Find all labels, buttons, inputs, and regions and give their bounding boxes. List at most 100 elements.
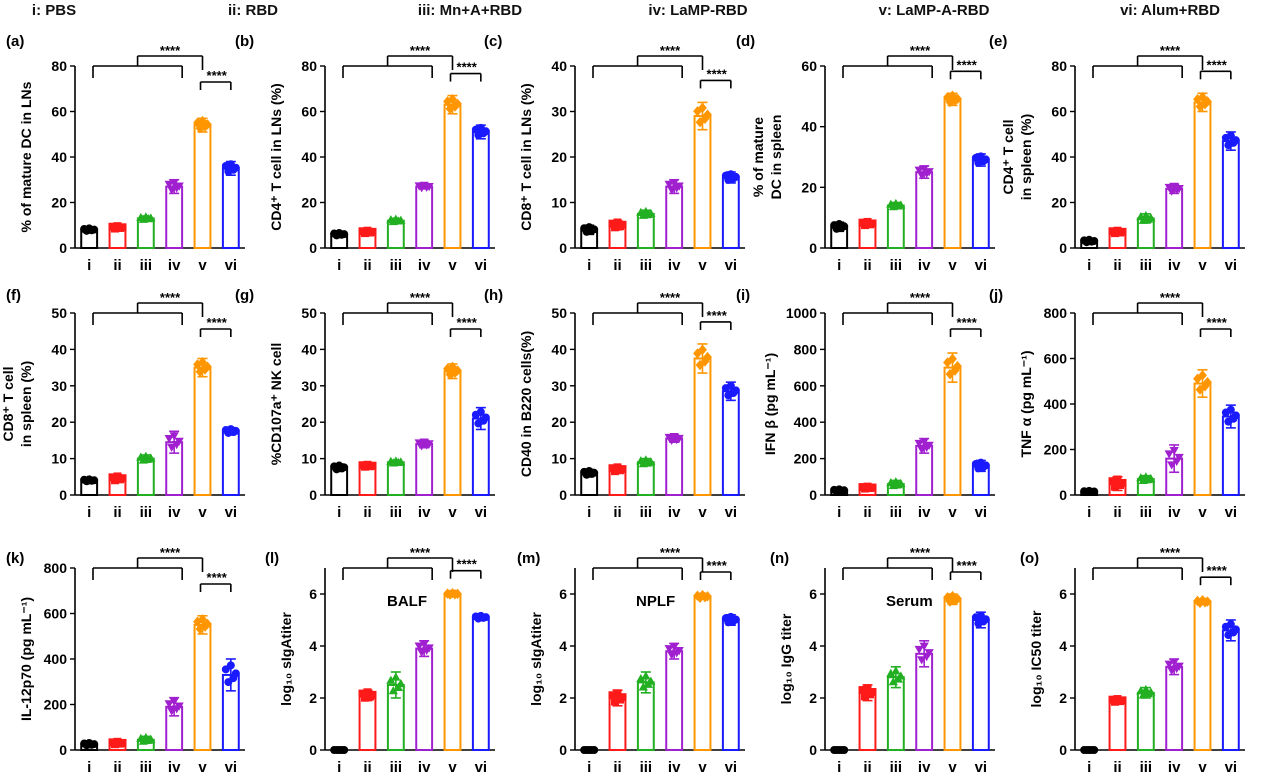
data-point — [1174, 453, 1184, 463]
y-tick-label: 200 — [1044, 442, 1068, 458]
y-tick-label: 0 — [559, 240, 567, 256]
data-point — [481, 127, 490, 136]
bar-vi — [471, 616, 490, 752]
y-axis-label: CD8⁺ T cell in LNs (%) — [518, 83, 534, 230]
data-point — [1164, 660, 1174, 669]
y-axis-label: CD40 in B220 cells(%) — [518, 331, 534, 477]
data-point — [164, 434, 174, 444]
data-point — [896, 478, 906, 488]
data-point — [861, 692, 870, 701]
bar-iv — [415, 185, 434, 249]
significance-bracket: **** — [842, 290, 954, 325]
data-point — [424, 644, 434, 653]
panel-label: (b) — [235, 33, 254, 50]
x-tick-label: i — [337, 504, 341, 521]
data-point — [1169, 447, 1179, 456]
bar-vi — [971, 619, 990, 751]
data-point — [667, 651, 677, 660]
data-point — [1203, 96, 1212, 107]
data-point — [646, 208, 656, 217]
y-tick-label: 20 — [301, 195, 317, 211]
data-point — [1118, 478, 1127, 487]
data-point — [667, 186, 677, 195]
data-point — [674, 434, 684, 444]
y-tick-label: 0 — [559, 742, 567, 758]
x-tick-label: vi — [975, 759, 988, 775]
data-point — [618, 220, 627, 229]
data-point — [664, 180, 674, 189]
significance-label: **** — [910, 290, 931, 305]
data-point — [90, 740, 99, 749]
y-tick-label: 80 — [51, 58, 67, 74]
x-tick-label: iii — [140, 504, 153, 521]
data-point — [231, 163, 240, 172]
data-point — [917, 445, 927, 454]
significance-label: **** — [160, 43, 181, 58]
y-axis-label: in spleen (%) — [18, 361, 34, 447]
data-point — [396, 215, 406, 224]
significance-bracket: **** — [842, 43, 954, 78]
data-point — [1226, 405, 1235, 414]
y-tick-label: 30 — [551, 104, 567, 120]
x-tick-label: iii — [890, 759, 903, 775]
x-tick-label: v — [448, 504, 457, 521]
y-tick-label: 800 — [44, 560, 68, 576]
panel-label: (e) — [989, 33, 1007, 50]
significance-bracket-small: **** — [1199, 563, 1232, 586]
x-tick-label: i — [837, 504, 841, 521]
bar-iv — [665, 185, 684, 249]
x-tick-label: v — [1198, 759, 1207, 775]
panel-label: (i) — [736, 287, 750, 304]
x-tick-label: i — [1087, 759, 1091, 775]
y-tick-label: 0 — [309, 240, 317, 256]
y-tick-label: 20 — [1051, 195, 1067, 211]
bar-ii — [358, 694, 377, 752]
data-point — [198, 614, 207, 625]
data-point — [203, 361, 212, 372]
data-point — [669, 643, 679, 652]
data-point — [1174, 662, 1184, 671]
y-tick-label: 0 — [59, 487, 67, 503]
bar-v — [1193, 382, 1212, 496]
data-point — [646, 676, 656, 685]
x-tick-label: i — [87, 504, 91, 521]
data-point — [703, 591, 712, 602]
significance-bracket: **** — [592, 43, 704, 78]
y-tick-label: 400 — [794, 414, 818, 430]
y-tick-label: 20 — [301, 414, 317, 430]
y-tick-label: 4 — [559, 638, 567, 654]
significance-label: **** — [1207, 57, 1228, 72]
bar-iv — [1165, 665, 1184, 751]
panel-label: (m) — [517, 550, 540, 567]
group-legend: i: PBS ii: RBD iii: Mn+A+RBD iv: LaMP-RB… — [0, 0, 1269, 24]
data-point — [674, 647, 684, 656]
x-tick-label: vi — [475, 257, 488, 274]
data-point — [611, 223, 620, 232]
y-tick-label: 30 — [301, 378, 317, 394]
significance-bracket: **** — [342, 43, 454, 78]
y-tick-label: 50 — [51, 305, 67, 321]
legend-item-rbd: ii: RBD — [228, 2, 278, 19]
significance-label: **** — [457, 557, 478, 572]
x-tick-label: v — [448, 257, 457, 274]
y-tick-label: 20 — [551, 414, 567, 430]
data-point — [169, 432, 179, 441]
y-tick-label: 6 — [1059, 586, 1067, 602]
data-point — [896, 200, 906, 209]
y-axis-label: log₁₀ IgG titer — [778, 613, 794, 704]
data-point — [1167, 666, 1177, 676]
x-tick-label: i — [587, 257, 591, 274]
y-tick-label: 2 — [1059, 690, 1067, 706]
y-tick-label: 2 — [309, 690, 317, 706]
significance-bracket-small: **** — [199, 68, 232, 90]
x-tick-label: ii — [363, 759, 371, 775]
data-point — [453, 365, 462, 376]
y-tick-label: 80 — [301, 58, 317, 74]
significance-label: **** — [207, 68, 228, 83]
data-point — [863, 684, 872, 693]
legend-item-lamp-a-rbd: v: LaMP-A-RBD — [878, 2, 990, 19]
bar-vi — [471, 130, 490, 250]
